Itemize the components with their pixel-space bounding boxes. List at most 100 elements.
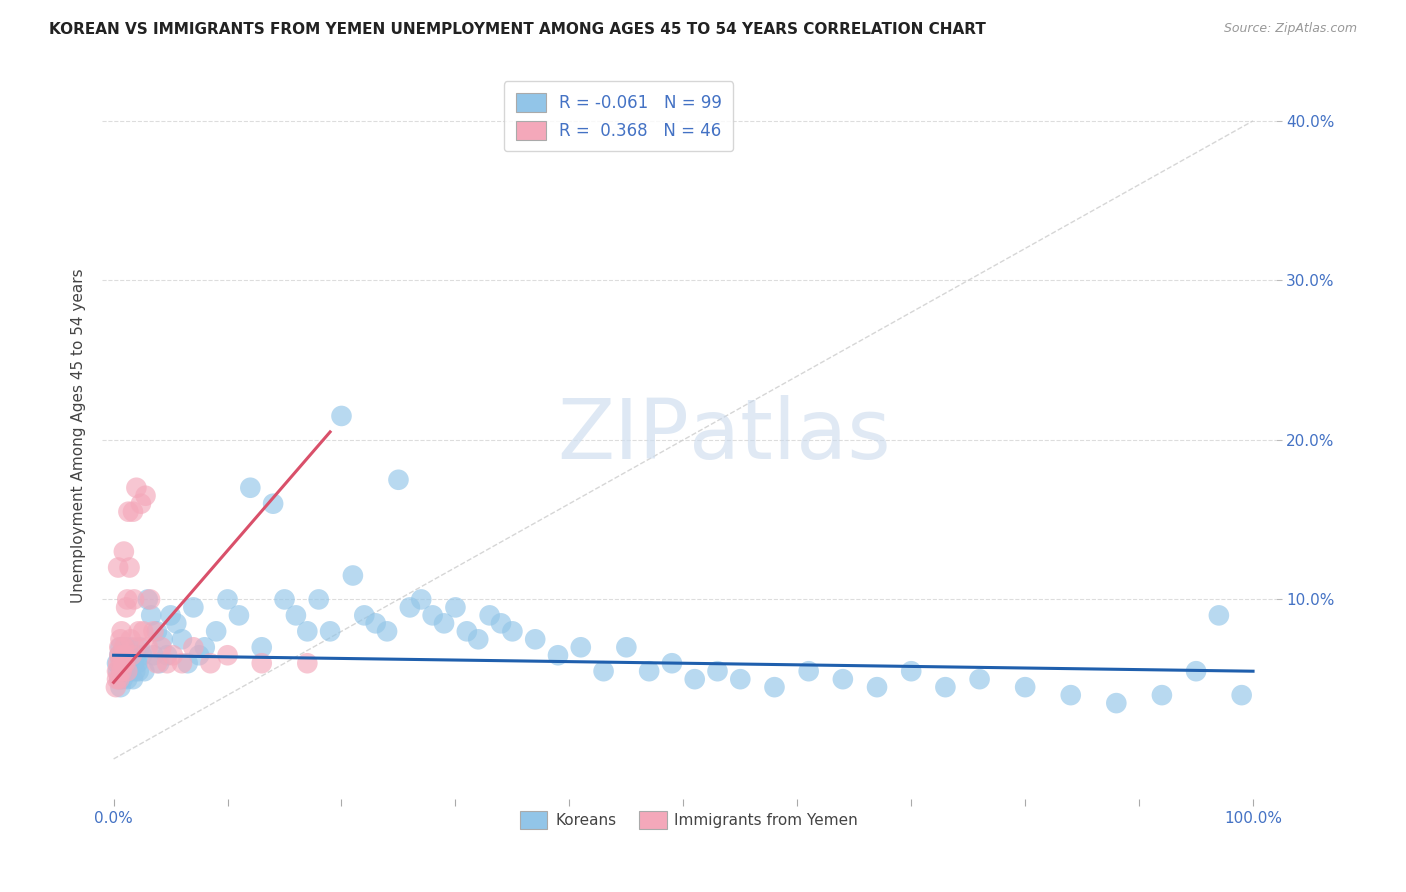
Point (118, 560, 141, 574)
Point (134, 489, 156, 503)
Point (108, 672, 131, 686)
Point (217, 648, 239, 663)
Point (399, 600, 422, 615)
Point (273, 592, 295, 607)
Point (866, 680, 889, 694)
Point (132, 624, 155, 639)
Point (111, 648, 134, 663)
Point (115, 600, 138, 615)
Point (112, 664, 135, 678)
Point (122, 505, 145, 519)
Point (900, 664, 922, 678)
Point (141, 608, 163, 623)
Point (122, 672, 145, 686)
Point (467, 632, 489, 647)
Point (183, 640, 205, 655)
Point (128, 640, 150, 655)
Point (114, 648, 136, 663)
Point (375, 624, 398, 639)
Point (114, 657, 136, 671)
Point (122, 657, 145, 671)
Point (489, 616, 512, 631)
Point (152, 632, 174, 647)
Point (188, 648, 211, 663)
Point (205, 624, 228, 639)
Point (121, 648, 143, 663)
Point (262, 497, 284, 511)
Point (501, 624, 523, 639)
Point (353, 608, 375, 623)
Point (139, 592, 162, 607)
Point (107, 657, 129, 671)
Point (105, 664, 128, 678)
Point (122, 592, 145, 607)
Point (592, 664, 614, 678)
Point (1185, 664, 1208, 678)
Point (217, 592, 239, 607)
Point (114, 664, 136, 678)
Point (131, 648, 153, 663)
Point (142, 624, 165, 639)
Point (159, 608, 181, 623)
Point (614, 640, 637, 655)
Point (176, 657, 198, 671)
Point (411, 592, 433, 607)
Point (170, 657, 193, 671)
Text: Source: ZipAtlas.com: Source: ZipAtlas.com (1223, 22, 1357, 36)
Point (194, 640, 217, 655)
Point (433, 616, 456, 631)
Point (547, 648, 569, 663)
Point (524, 632, 547, 647)
Point (117, 592, 139, 607)
Point (162, 648, 184, 663)
Point (127, 657, 149, 671)
Text: atlas: atlas (689, 395, 891, 476)
Y-axis label: Unemployment Among Ages 45 to 54 years: Unemployment Among Ages 45 to 54 years (72, 268, 86, 603)
Point (1230, 688, 1253, 702)
Point (110, 664, 132, 678)
Point (118, 640, 141, 655)
Point (683, 672, 706, 686)
Point (330, 409, 353, 423)
Point (142, 648, 165, 663)
Point (108, 648, 131, 663)
Legend: Koreans, Immigrants from Yemen: Koreans, Immigrants from Yemen (513, 805, 865, 835)
Point (136, 592, 159, 607)
Point (107, 560, 129, 574)
Point (165, 616, 187, 631)
Point (456, 624, 478, 639)
Point (110, 632, 132, 647)
Point (110, 680, 132, 694)
Point (112, 657, 135, 671)
Point (128, 624, 150, 639)
Point (105, 657, 128, 671)
Point (297, 657, 319, 671)
Point (136, 640, 159, 655)
Point (117, 664, 139, 678)
Point (112, 640, 135, 655)
Point (125, 648, 148, 663)
Point (134, 664, 156, 678)
Point (1014, 680, 1036, 694)
Point (124, 664, 146, 678)
Point (120, 632, 142, 647)
Point (107, 664, 129, 678)
Point (569, 640, 592, 655)
Point (114, 648, 136, 663)
Point (111, 648, 134, 663)
Point (117, 648, 139, 663)
Point (308, 592, 330, 607)
Point (1105, 696, 1128, 710)
Point (117, 672, 139, 686)
Point (114, 640, 136, 655)
Point (108, 640, 131, 655)
Point (115, 657, 138, 671)
Point (200, 657, 222, 671)
Text: KOREAN VS IMMIGRANTS FROM YEMEN UNEMPLOYMENT AMONG AGES 45 TO 54 YEARS CORRELATI: KOREAN VS IMMIGRANTS FROM YEMEN UNEMPLOY… (49, 22, 986, 37)
Point (342, 568, 364, 582)
Point (706, 664, 728, 678)
Point (115, 664, 138, 678)
Point (444, 600, 467, 615)
Point (284, 608, 307, 623)
Point (146, 657, 169, 671)
